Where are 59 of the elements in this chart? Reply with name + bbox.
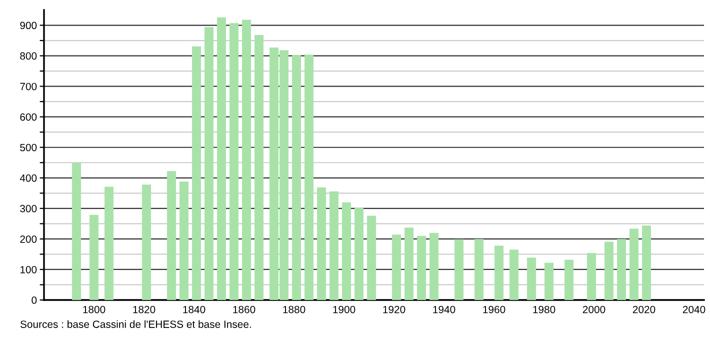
bar: [254, 35, 264, 300]
bar: [544, 262, 554, 300]
y-tick-label: 200: [20, 235, 37, 243]
bar: [617, 238, 626, 300]
bar: [230, 23, 238, 300]
bar: [642, 226, 651, 300]
y-tick-label: 900: [20, 22, 37, 30]
x-tick-label: 1900: [333, 306, 356, 314]
y-tick-label: 100: [20, 266, 37, 274]
bar: [142, 184, 151, 300]
bar: [180, 182, 188, 300]
x-tick-label: 1920: [383, 306, 406, 314]
bar: [304, 54, 314, 300]
x-tick-label: 1820: [133, 306, 156, 314]
y-tick-label: 0: [32, 296, 37, 304]
source-note: Sources : base Cassini de l'EHESS et base Insee.: [20, 320, 251, 328]
bar: [494, 246, 504, 300]
bar: [367, 216, 376, 300]
bar: [342, 202, 351, 300]
bar: [242, 20, 251, 300]
bar: [292, 55, 301, 300]
x-tick-label: 1980: [533, 306, 556, 314]
bar: [204, 27, 214, 300]
x-tick-label: 2020: [632, 306, 656, 314]
bar: [430, 232, 438, 300]
bar: [587, 252, 596, 300]
y-tick-label: 300: [20, 204, 37, 212]
bar: [104, 186, 114, 300]
x-tick-label: 1840: [183, 306, 206, 314]
bar: [454, 239, 464, 300]
bar: [167, 171, 176, 300]
bar: [630, 228, 638, 300]
bar: [604, 242, 614, 300]
x-tick-label: 1880: [283, 306, 306, 314]
bar: [404, 228, 414, 300]
bar: [417, 236, 426, 300]
y-tick-label: 600: [20, 113, 37, 121]
x-tick-label: 1800: [83, 306, 106, 314]
bar: [354, 208, 364, 300]
bar: [317, 187, 326, 300]
x-tick-label: 1940: [433, 306, 456, 314]
bar: [217, 17, 226, 300]
x-tick-label: 2000: [582, 306, 606, 314]
bar: [474, 238, 484, 300]
bar: [330, 191, 338, 300]
y-tick-label: 500: [20, 144, 37, 152]
x-tick-label: 1860: [233, 306, 256, 314]
bar: [564, 260, 574, 300]
bar: [72, 162, 81, 300]
y-tick-label: 800: [20, 52, 37, 60]
x-tick-label: 2040: [682, 306, 706, 314]
y-tick-label: 700: [20, 82, 37, 90]
bar: [192, 46, 201, 300]
x-tick-label: 1960: [483, 306, 506, 314]
bar: [527, 258, 536, 300]
bar: [392, 234, 401, 300]
y-tick-label: 400: [20, 174, 37, 182]
bar: [510, 250, 518, 300]
bar: [90, 214, 98, 300]
